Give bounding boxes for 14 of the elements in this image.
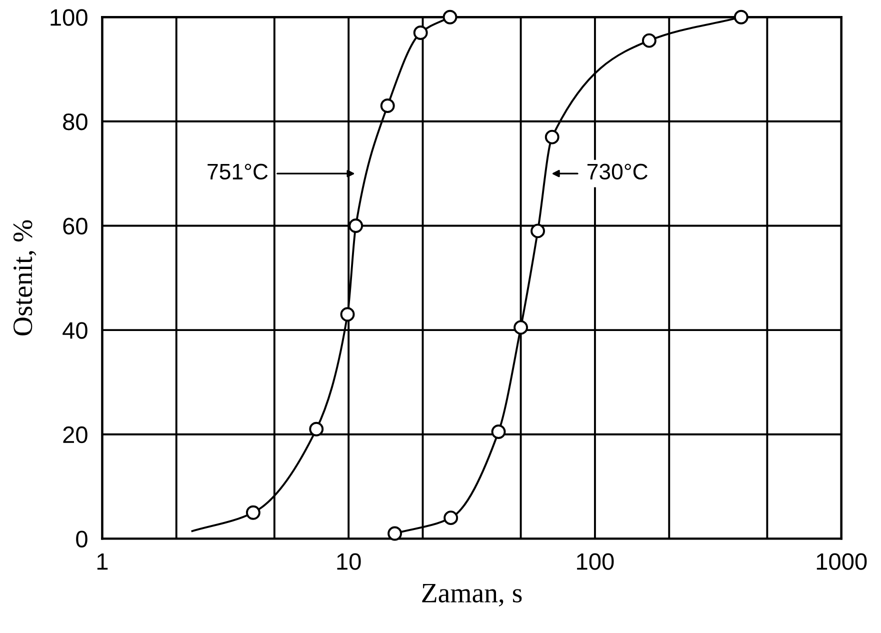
x-tick-label: 1 [97,553,108,570]
y-axis-title: Ostenit, % [13,220,36,336]
y-tick-label: 20 [63,426,88,444]
x-tick-label: 1000 [816,553,867,570]
annotation: 730°C [587,164,648,180]
y-tick-label: 100 [50,9,88,26]
x-tick-label: 100 [577,553,614,570]
y-tick-label: 0 [76,530,88,548]
y-tick-label: 80 [63,113,88,130]
y-tick-label: 40 [62,322,88,339]
x-tick-label: 10 [337,553,361,570]
annotation: 751°C [208,164,268,180]
x-axis-title: Zaman, s [422,584,522,606]
y-tick-label: 60 [63,218,88,235]
